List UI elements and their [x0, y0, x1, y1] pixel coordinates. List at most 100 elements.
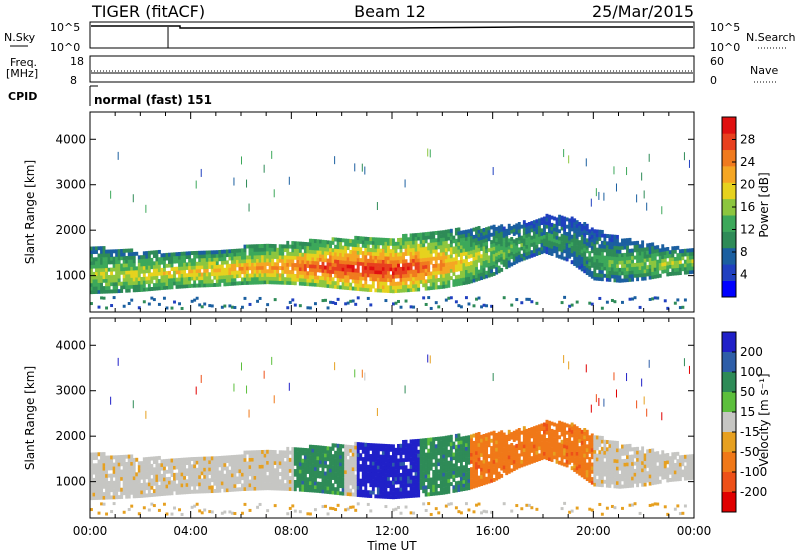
- velocity-cell: [100, 495, 103, 500]
- power-cell: [543, 227, 546, 232]
- power-cell: [95, 279, 98, 284]
- velocity-cell: [110, 510, 114, 514]
- power-cell: [394, 252, 398, 257]
- velocity-cell: [376, 476, 380, 481]
- power-cell: [459, 267, 463, 271]
- power-cell: [364, 258, 368, 263]
- velocity-cell: [394, 447, 398, 452]
- power-cell: [457, 242, 461, 246]
- power-cell: [497, 240, 501, 245]
- velocity-cell: [241, 458, 244, 462]
- power-cell: [157, 282, 161, 287]
- velocity-cell: [193, 486, 197, 491]
- velocity-cell: [464, 450, 468, 455]
- velocity-cell: [432, 473, 436, 478]
- power-cell: [603, 273, 607, 278]
- power-cell: [543, 238, 546, 243]
- velocity-cell: [404, 439, 408, 444]
- power-cell: [235, 263, 239, 268]
- velocity-cell: [402, 494, 405, 499]
- velocity-cell: [319, 460, 322, 465]
- velocity-cell: [256, 457, 260, 462]
- velocity-cell: [412, 442, 416, 447]
- power-cell: [618, 249, 622, 254]
- velocity-cell: [434, 473, 438, 478]
- velocity-cell: [462, 472, 466, 477]
- power-cell: [520, 257, 524, 262]
- power-cell: [414, 247, 418, 252]
- power-cell: [115, 271, 119, 276]
- power-cell: [263, 254, 267, 259]
- velocity-cell: [291, 447, 295, 452]
- power-cell: [575, 249, 579, 254]
- power-cell: [500, 224, 504, 229]
- power-cell: [341, 267, 345, 272]
- power-cell: [583, 251, 587, 256]
- power-cell: [392, 289, 395, 294]
- power-cell: [633, 262, 637, 267]
- power-cell: [595, 240, 599, 245]
- power-cell: [306, 274, 310, 279]
- power-cell: [475, 230, 478, 235]
- power-cell: [565, 224, 569, 229]
- power-cell: [563, 227, 567, 232]
- power-cell: [434, 231, 438, 235]
- velocity-cell: [354, 452, 358, 457]
- power-cell: [402, 288, 405, 293]
- power-cell: [168, 278, 171, 283]
- power-cell: [354, 257, 358, 262]
- power-cell: [527, 229, 531, 234]
- power-cell: [621, 264, 624, 268]
- power-cell: [588, 229, 592, 234]
- power-cell: [90, 286, 93, 291]
- velocity-cell: [301, 458, 305, 463]
- velocity-cell: [397, 480, 400, 485]
- power-cell: [155, 268, 159, 273]
- power-cell: [407, 266, 411, 271]
- power-cell: [578, 232, 582, 237]
- velocity-cell: [447, 449, 451, 454]
- power-cell: [336, 277, 340, 282]
- power-cell: [288, 300, 292, 304]
- power-cell: [392, 238, 395, 243]
- power-cell: [442, 255, 446, 260]
- velocity-cell: [200, 456, 204, 461]
- power-cell: [515, 298, 519, 302]
- power-cell: [399, 256, 403, 260]
- power-cell: [683, 270, 687, 275]
- power-cell: [424, 232, 428, 237]
- velocity-cell: [447, 438, 451, 443]
- power-cell: [220, 268, 224, 272]
- power-cell: [386, 285, 390, 290]
- velocity-cell: [359, 453, 363, 458]
- power-cell: [615, 183, 617, 192]
- power-cell: [492, 272, 496, 276]
- power-cell: [102, 267, 106, 272]
- velocity-cell: [195, 386, 197, 395]
- velocity-cell: [449, 460, 453, 465]
- power-cell: [414, 273, 418, 278]
- power-cell: [623, 260, 627, 265]
- velocity-cell: [392, 469, 395, 474]
- velocity-cell: [442, 468, 446, 473]
- velocity-cell: [251, 479, 254, 484]
- power-cell: [210, 304, 214, 308]
- velocity-cell: [454, 437, 458, 442]
- power-cell: [532, 245, 536, 250]
- power-cell: [105, 286, 109, 290]
- power-cell: [472, 253, 476, 258]
- power-cell: [610, 263, 614, 268]
- power-cell: [462, 266, 466, 271]
- power-cell: [442, 262, 446, 267]
- velocity-cell: [266, 460, 270, 465]
- power-cell: [371, 251, 375, 256]
- velocity-cell: [145, 471, 149, 476]
- power-cell: [507, 223, 511, 228]
- velocity-cell: [490, 478, 494, 483]
- power-cell: [397, 259, 400, 264]
- power-cell: [688, 159, 690, 168]
- power-cell: [220, 305, 224, 309]
- power-cell: [110, 271, 114, 276]
- power-cell: [152, 283, 156, 288]
- power-cell: [243, 251, 247, 256]
